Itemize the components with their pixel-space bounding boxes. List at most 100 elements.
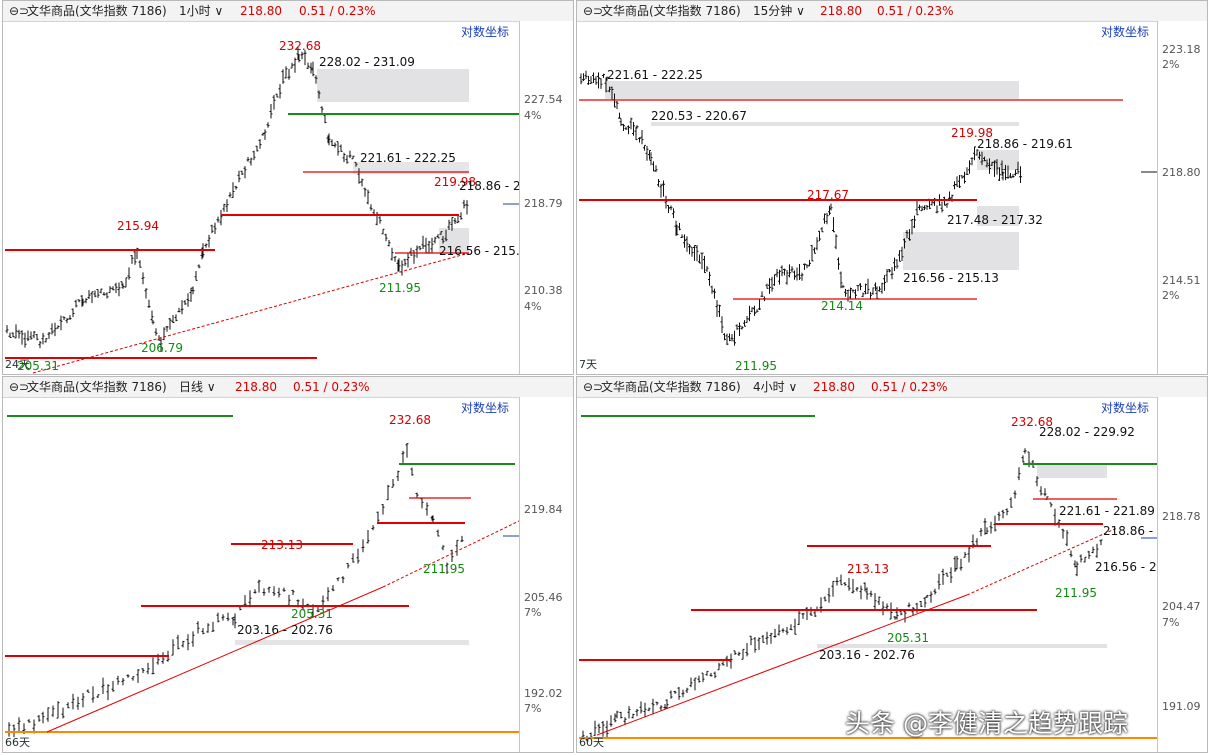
price-label: 232.68: [389, 413, 431, 427]
period-selector[interactable]: 15分钟 ∨: [753, 4, 805, 18]
zone-box: [1037, 464, 1107, 478]
zone-label: 216.56 - 215.13: [903, 271, 999, 285]
log-scale-toggle[interactable]: 对数坐标: [1101, 401, 1150, 415]
price-label: 213.13: [261, 538, 303, 552]
instrument-name: 文华商品(文华指数 7186): [601, 4, 741, 18]
price-change: 0.51 / 0.23%: [877, 4, 954, 18]
link-icon[interactable]: ⊖⊃: [9, 4, 30, 18]
price-chart[interactable]: 232.68 213.13 211.95 205.31 203.16 - 202…: [3, 397, 519, 752]
chart-panel-1h[interactable]: ⊖⊃ 文华商品(文华指数 7186) 1小时 ∨ 218.80 0.51 / 0…: [2, 0, 574, 375]
chevron-down-icon: ∨: [214, 4, 224, 18]
axis-value: 218.79: [524, 197, 563, 210]
link-icon[interactable]: ⊖⊃: [583, 380, 604, 394]
chart-panel-daily[interactable]: ⊖⊃ 文华商品(文华指数 7186) 日线 ∨ 218.80 0.51 / 0.…: [2, 376, 574, 753]
log-scale-toggle[interactable]: 对数坐标: [461, 25, 510, 39]
panel-header: ⊖⊃ 文华商品(文华指数 7186) 4小时 ∨ 218.80 0.51 / 0…: [577, 377, 1207, 398]
trend-line: [46, 586, 384, 733]
zone-label: 217.48 - 217.32: [947, 213, 1043, 227]
price-axis[interactable]: 227.54 4% 218.79 210.38 4%: [519, 21, 573, 374]
zone-label: 216.56 - 215.44: [1095, 560, 1157, 574]
axis-percent: 4%: [524, 300, 542, 313]
axis-percent: 7%: [524, 702, 542, 715]
axis-percent: 4%: [524, 109, 542, 122]
axis-percent: 2%: [1162, 289, 1180, 302]
period-selector[interactable]: 4小时 ∨: [753, 380, 798, 394]
log-scale-toggle[interactable]: 对数坐标: [1101, 25, 1150, 39]
axis-percent: 7%: [524, 606, 542, 619]
axis-percent: 7%: [1162, 616, 1180, 629]
last-price: 218.80: [240, 4, 282, 18]
trend-line: [382, 520, 519, 588]
price-axis[interactable]: 223.18 2% 218.80 214.51 2%: [1157, 21, 1207, 374]
zone-box: [977, 150, 1019, 170]
chevron-down-icon: ∨: [206, 380, 216, 394]
instrument-name: 文华商品(文华指数 7186): [27, 4, 167, 18]
period-selector[interactable]: 1小时 ∨: [179, 4, 224, 18]
link-icon[interactable]: ⊖⊃: [583, 4, 604, 18]
chart-panel-15m[interactable]: ⊖⊃ 文华商品(文华指数 7186) 15分钟 ∨ 218.80 0.51 / …: [576, 0, 1208, 375]
price-chart[interactable]: 232.68 228.02 - 229.92 221.61 - 221.89 2…: [577, 397, 1157, 752]
timeframe-label: 66天: [5, 736, 30, 749]
zone-box: [317, 69, 469, 102]
zone-label: 220.53 - 220.67: [651, 109, 747, 123]
zone-box: [817, 644, 1107, 648]
axis-value: 227.54: [524, 93, 563, 106]
price-chart[interactable]: 221.61 - 222.25 220.53 - 220.67 219.98 2…: [577, 21, 1157, 374]
period-selector[interactable]: 日线 ∨: [179, 380, 216, 394]
price-bars: [7, 443, 464, 738]
zone-box: [605, 81, 1019, 99]
price-change: 0.51 / 0.23%: [293, 380, 370, 394]
zone-label: 218.86 - 219.61: [459, 179, 519, 193]
zone-label: 218.86 - 218.90: [1103, 524, 1157, 538]
price-label: 211.95: [735, 359, 777, 373]
log-scale-toggle[interactable]: 对数坐标: [461, 401, 510, 415]
price-axis[interactable]: 218.78 204.47 7% 191.09: [1157, 397, 1207, 752]
price-axis[interactable]: 219.84 205.46 7% 192.02 7%: [519, 397, 573, 752]
zone-label: 203.16 - 202.76: [237, 623, 333, 637]
zone-label: 218.86 - 219.61: [977, 137, 1073, 151]
price-label: 214.14: [821, 299, 863, 313]
instrument-name: 文华商品(文华指数 7186): [601, 380, 741, 394]
link-icon[interactable]: ⊖⊃: [9, 380, 30, 394]
price-label: 217.67: [807, 188, 849, 202]
price-label: 215.94: [117, 219, 159, 233]
timeframe-label: 7天: [579, 358, 597, 371]
zone-label: 228.02 - 231.09: [319, 55, 415, 69]
price-chart[interactable]: 232.68 228.02 - 231.09 221.61 - 222.25 2…: [3, 21, 519, 374]
trend-line: [32, 252, 470, 374]
axis-value: 205.46: [524, 591, 563, 604]
chart-panel-4h[interactable]: ⊖⊃ 文华商品(文华指数 7186) 4小时 ∨ 218.80 0.51 / 0…: [576, 376, 1208, 753]
trend-line: [596, 594, 968, 736]
price-label: 211.95: [379, 281, 421, 295]
axis-value: 223.18: [1162, 43, 1201, 56]
axis-value: 219.84: [524, 503, 563, 516]
zone-label: 221.61 - 222.25: [360, 151, 456, 165]
axis-percent: 2%: [1162, 58, 1180, 71]
axis-value: 210.38: [524, 284, 563, 297]
timeframe-label: 24天: [5, 358, 30, 371]
last-price: 218.80: [813, 380, 855, 394]
price-bars: [581, 448, 1103, 742]
price-bars: [579, 70, 1022, 346]
axis-value: 191.09: [1162, 700, 1201, 713]
price-label: 232.68: [1011, 415, 1053, 429]
watermark: 头条 @李健清之趋势跟踪: [845, 709, 1128, 738]
chevron-down-icon: ∨: [788, 380, 798, 394]
instrument-name: 文华商品(文华指数 7186): [27, 380, 167, 394]
last-price: 218.80: [820, 4, 862, 18]
price-label: 211.95: [1055, 586, 1097, 600]
last-price: 218.80: [235, 380, 277, 394]
axis-value: 204.47: [1162, 600, 1201, 613]
axis-value: 218.78: [1162, 510, 1201, 523]
axis-value: 214.51: [1162, 274, 1201, 287]
price-label: 206.79: [141, 341, 183, 355]
axis-value: 192.02: [524, 687, 563, 700]
trend-line: [966, 527, 1118, 596]
price-label: 213.13: [847, 562, 889, 576]
zone-label: 216.56 - 215.13: [439, 244, 519, 258]
zone-box: [977, 206, 1019, 226]
price-label: 205.31: [291, 607, 333, 621]
zone-box: [439, 228, 469, 253]
price-label: 232.68: [279, 39, 321, 53]
zone-box: [651, 122, 1019, 126]
